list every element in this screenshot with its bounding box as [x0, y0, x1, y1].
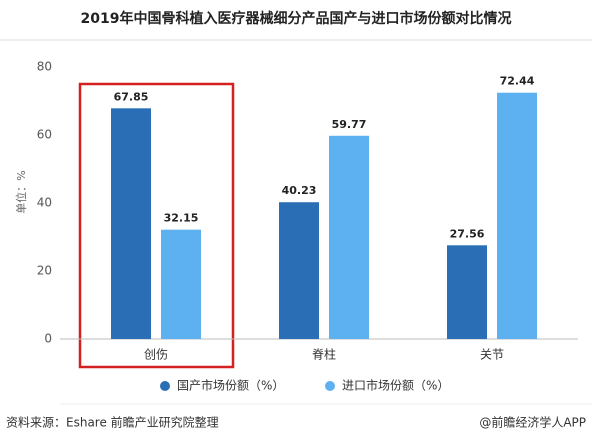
y-axis-label: 单位：%	[14, 170, 28, 213]
value-label: 59.77	[332, 118, 367, 131]
source: 资料来源：Eshare 前瞻产业研究院整理	[6, 415, 219, 430]
legend-marker	[160, 381, 170, 391]
credit: @前瞻经济学人APP	[479, 415, 586, 430]
bar	[279, 202, 319, 339]
bar	[161, 229, 201, 339]
value-label: 40.23	[282, 184, 317, 197]
chart-title: 2019年中国骨科植入医疗器械细分产品国产与进口市场份额对比情况	[81, 10, 512, 27]
value-label: 67.85	[114, 90, 149, 103]
x-tick-label: 创伤	[144, 348, 168, 362]
y-tick-label: 60	[37, 128, 52, 142]
legend-label: 进口市场份额（%）	[342, 378, 449, 393]
value-label: 72.44	[500, 75, 535, 88]
y-tick-label: 20	[37, 264, 52, 278]
highlight-box	[78, 82, 235, 369]
y-tick-label: 0	[44, 332, 52, 346]
bar	[111, 108, 151, 339]
legend-marker	[325, 381, 335, 391]
bar	[329, 135, 369, 339]
x-tick-label: 脊柱	[312, 347, 336, 362]
bar	[447, 245, 487, 339]
legend-label: 国产市场份额（%）	[177, 378, 284, 393]
bar	[497, 92, 537, 339]
value-label: 27.56	[450, 227, 485, 240]
value-label: 32.15	[164, 212, 199, 225]
y-tick-label: 40	[37, 196, 52, 210]
y-tick-label: 80	[37, 60, 52, 74]
x-tick-label: 关节	[480, 348, 504, 362]
